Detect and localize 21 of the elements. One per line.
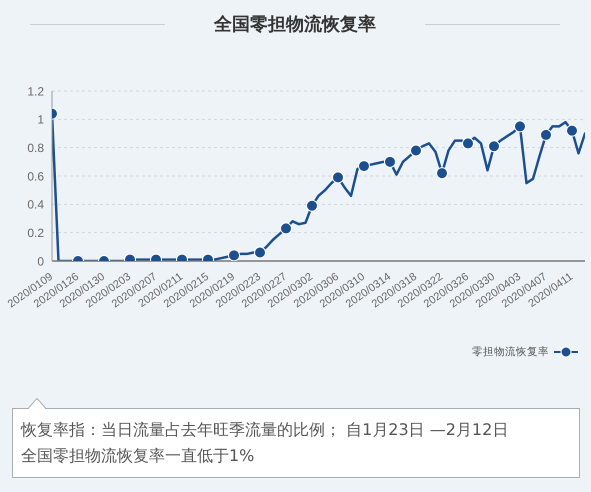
point — [488, 140, 500, 152]
point — [540, 128, 552, 141]
point — [462, 137, 474, 150]
point — [410, 144, 422, 156]
y-tick-label: 0.6 — [27, 169, 44, 184]
point — [280, 222, 292, 234]
point — [514, 120, 526, 132]
point — [436, 167, 448, 180]
y-tick-label: 1.2 — [27, 84, 44, 98]
point — [384, 156, 396, 168]
y-tick-label: 1 — [37, 112, 44, 127]
y-tick-label: 0.4 — [27, 198, 44, 212]
point — [306, 200, 318, 212]
y-tick-label: 0 — [37, 254, 44, 268]
y-tick-label: 0.2 — [27, 226, 44, 240]
chart-title: 全国零担物流恢复率 — [212, 13, 377, 36]
point — [332, 171, 344, 184]
legend-label: 零担物流恢复率 — [472, 345, 549, 359]
point — [566, 124, 578, 137]
point — [358, 160, 370, 172]
y-tick-label: 0.8 — [27, 140, 44, 155]
